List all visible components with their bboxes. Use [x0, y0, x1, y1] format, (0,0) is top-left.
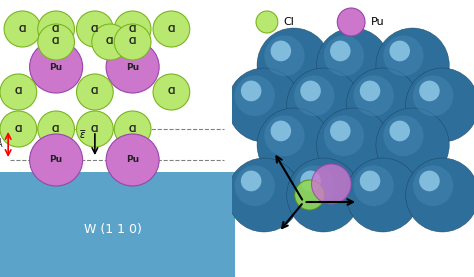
- Circle shape: [324, 116, 364, 156]
- Text: Cl: Cl: [128, 24, 137, 34]
- Text: Pu: Pu: [371, 17, 384, 27]
- Circle shape: [0, 74, 36, 110]
- Circle shape: [287, 68, 360, 142]
- Circle shape: [360, 171, 380, 191]
- Text: W (1 1 0): W (1 1 0): [84, 223, 142, 236]
- Circle shape: [264, 116, 305, 156]
- Text: Cl: Cl: [128, 37, 137, 47]
- Circle shape: [114, 111, 151, 147]
- Text: 3 Å: 3 Å: [0, 140, 2, 149]
- Text: Cl: Cl: [128, 124, 137, 134]
- Circle shape: [330, 40, 351, 61]
- Circle shape: [301, 81, 321, 101]
- Circle shape: [383, 116, 424, 156]
- Circle shape: [346, 158, 419, 232]
- Circle shape: [301, 171, 321, 191]
- Circle shape: [38, 11, 74, 47]
- Circle shape: [354, 75, 394, 116]
- Circle shape: [383, 35, 424, 76]
- Circle shape: [311, 164, 351, 204]
- Text: Cl: Cl: [167, 88, 175, 96]
- Circle shape: [330, 120, 351, 141]
- Circle shape: [92, 24, 128, 60]
- Circle shape: [406, 68, 474, 142]
- Circle shape: [317, 28, 390, 102]
- Circle shape: [294, 165, 334, 206]
- Circle shape: [228, 68, 301, 142]
- Circle shape: [346, 68, 419, 142]
- Text: Cl: Cl: [284, 17, 295, 27]
- Circle shape: [241, 81, 261, 101]
- Circle shape: [38, 24, 74, 60]
- Circle shape: [76, 111, 113, 147]
- Text: Cl: Cl: [91, 124, 99, 134]
- Text: Pu: Pu: [50, 155, 63, 165]
- Bar: [0, 172, 235, 277]
- Text: Pu: Pu: [126, 155, 139, 165]
- Circle shape: [256, 11, 278, 33]
- Text: Cl: Cl: [14, 88, 22, 96]
- Circle shape: [337, 8, 365, 36]
- Circle shape: [153, 74, 190, 110]
- Circle shape: [390, 120, 410, 141]
- Circle shape: [76, 74, 113, 110]
- Circle shape: [4, 11, 41, 47]
- Circle shape: [413, 165, 453, 206]
- Circle shape: [376, 108, 449, 182]
- Circle shape: [114, 11, 151, 47]
- Text: Cl: Cl: [52, 124, 60, 134]
- Circle shape: [153, 11, 190, 47]
- Circle shape: [257, 28, 330, 102]
- Circle shape: [390, 40, 410, 61]
- Circle shape: [29, 134, 82, 186]
- Circle shape: [235, 165, 275, 206]
- Circle shape: [106, 134, 159, 186]
- Text: Cl: Cl: [52, 24, 60, 34]
- Circle shape: [354, 165, 394, 206]
- Text: Cl: Cl: [91, 24, 99, 34]
- Circle shape: [264, 35, 305, 76]
- Circle shape: [241, 171, 261, 191]
- Circle shape: [271, 40, 291, 61]
- Text: Pu: Pu: [50, 63, 63, 71]
- Circle shape: [287, 158, 360, 232]
- Text: Pu: Pu: [126, 63, 139, 71]
- Circle shape: [0, 111, 36, 147]
- Circle shape: [419, 171, 440, 191]
- Circle shape: [106, 41, 159, 93]
- Circle shape: [235, 75, 275, 116]
- Circle shape: [228, 158, 301, 232]
- Circle shape: [324, 35, 364, 76]
- Circle shape: [76, 11, 113, 47]
- Circle shape: [294, 75, 334, 116]
- Circle shape: [271, 120, 291, 141]
- Circle shape: [38, 111, 74, 147]
- Text: Cl: Cl: [91, 88, 99, 96]
- Circle shape: [114, 24, 151, 60]
- Circle shape: [295, 180, 324, 210]
- Text: Cl: Cl: [14, 124, 22, 134]
- Circle shape: [406, 158, 474, 232]
- Circle shape: [413, 75, 453, 116]
- Text: ε̅: ε̅: [80, 130, 85, 140]
- Circle shape: [317, 108, 390, 182]
- Circle shape: [419, 81, 440, 101]
- Circle shape: [257, 108, 330, 182]
- Text: Cl: Cl: [106, 37, 114, 47]
- Text: Cl: Cl: [52, 37, 60, 47]
- Text: Cl: Cl: [167, 24, 175, 34]
- Circle shape: [360, 81, 380, 101]
- Circle shape: [29, 41, 82, 93]
- Text: Cl: Cl: [18, 24, 27, 34]
- Circle shape: [376, 28, 449, 102]
